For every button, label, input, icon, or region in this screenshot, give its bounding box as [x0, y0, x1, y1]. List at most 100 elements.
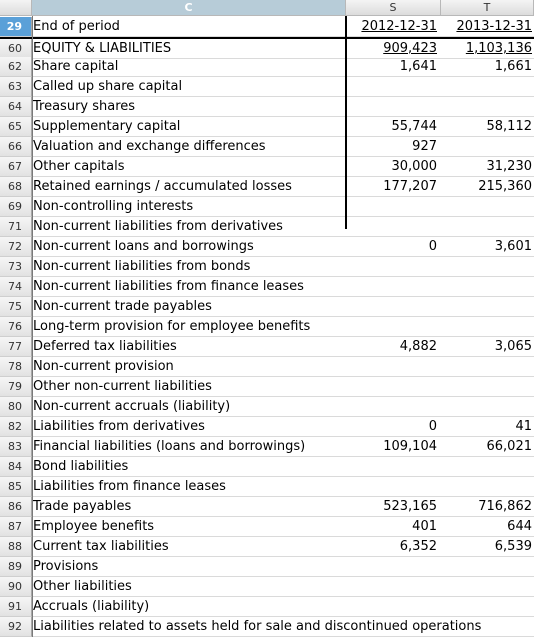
row-label-cell[interactable]: Non-controlling interests	[32, 197, 346, 217]
row-number[interactable]: 80	[0, 397, 32, 417]
cell-2012[interactable]	[346, 357, 441, 377]
cell-2012[interactable]: 177,207	[346, 177, 441, 197]
cell-2012[interactable]: 2012-12-31	[346, 17, 441, 37]
row-number[interactable]: 90	[0, 577, 32, 597]
cell-2013[interactable]	[441, 77, 534, 97]
cell-2012[interactable]	[346, 557, 441, 577]
cell-2012[interactable]: 0	[346, 237, 441, 257]
row-number[interactable]: 77	[0, 337, 32, 357]
cell-2012[interactable]	[346, 617, 441, 637]
row-label-cell[interactable]: Valuation and exchange differences	[32, 137, 346, 157]
cell-2012[interactable]	[346, 77, 441, 97]
cell-2013[interactable]: 66,021	[441, 437, 534, 457]
row-number[interactable]: 86	[0, 497, 32, 517]
row-label-cell[interactable]: Retained earnings / accumulated losses	[32, 177, 346, 197]
column-header-t[interactable]: T	[441, 0, 534, 16]
cell-2013[interactable]	[441, 97, 534, 117]
cell-2012[interactable]	[346, 597, 441, 617]
row-label-cell[interactable]: Provisions	[32, 557, 346, 577]
cell-2013[interactable]	[441, 217, 534, 237]
row-label-cell[interactable]: Liabilities from derivatives	[32, 417, 346, 437]
row-label-cell[interactable]: Employee benefits	[32, 517, 346, 537]
cell-2013[interactable]	[441, 577, 534, 597]
row-label-cell[interactable]: Liabilities from finance leases	[32, 477, 346, 497]
cell-2013[interactable]: 41	[441, 417, 534, 437]
cell-2013[interactable]	[441, 397, 534, 417]
row-number[interactable]: 92	[0, 617, 32, 637]
row-label-cell[interactable]: Non-current accruals (liability)	[32, 397, 346, 417]
cell-2012[interactable]	[346, 397, 441, 417]
row-number[interactable]: 73	[0, 257, 32, 277]
row-number[interactable]: 91	[0, 597, 32, 617]
cell-2012[interactable]: 927	[346, 137, 441, 157]
cell-2013[interactable]	[441, 357, 534, 377]
cell-2013[interactable]: 716,862	[441, 497, 534, 517]
row-number[interactable]: 78	[0, 357, 32, 377]
cell-2012[interactable]: 523,165	[346, 497, 441, 517]
row-number[interactable]: 67	[0, 157, 32, 177]
cell-2012[interactable]: 1,641	[346, 57, 441, 77]
cell-2012[interactable]	[346, 477, 441, 497]
row-number[interactable]: 83	[0, 437, 32, 457]
cell-2012[interactable]	[346, 217, 441, 237]
cell-2013[interactable]: 1,103,136	[441, 39, 534, 59]
cell-2013[interactable]	[441, 477, 534, 497]
cell-2013[interactable]	[441, 297, 534, 317]
row-number[interactable]: 66	[0, 137, 32, 157]
row-number[interactable]: 63	[0, 77, 32, 97]
row-number[interactable]: 68	[0, 177, 32, 197]
cell-2013[interactable]: 644	[441, 517, 534, 537]
row-label-cell[interactable]: Trade payables	[32, 497, 346, 517]
row-label-cell[interactable]: Non-current liabilities from finance lea…	[32, 277, 346, 297]
row-label-cell[interactable]: Share capital	[32, 57, 346, 77]
cell-2012[interactable]	[346, 317, 441, 337]
cell-2012[interactable]	[346, 257, 441, 277]
cell-2013[interactable]	[441, 137, 534, 157]
row-label-cell[interactable]: Financial liabilities (loans and borrowi…	[32, 437, 346, 457]
column-header-c[interactable]: C	[32, 0, 346, 16]
cell-2013[interactable]: 31,230	[441, 157, 534, 177]
row-number[interactable]: 71	[0, 217, 32, 237]
cell-2012[interactable]	[346, 297, 441, 317]
row-number[interactable]: 29	[0, 17, 32, 37]
row-label-cell[interactable]: Non-current trade payables	[32, 297, 346, 317]
row-label-cell[interactable]: Other capitals	[32, 157, 346, 177]
row-number[interactable]: 88	[0, 537, 32, 557]
cell-2012[interactable]	[346, 277, 441, 297]
row-label-cell[interactable]: Non-current liabilities from bonds	[32, 257, 346, 277]
row-number[interactable]: 65	[0, 117, 32, 137]
cell-2013[interactable]: 215,360	[441, 177, 534, 197]
cell-2012[interactable]	[346, 577, 441, 597]
row-number[interactable]: 87	[0, 517, 32, 537]
row-label-cell[interactable]: Non-current loans and borrowings	[32, 237, 346, 257]
row-number[interactable]: 64	[0, 97, 32, 117]
cell-2012[interactable]: 30,000	[346, 157, 441, 177]
row-label-cell[interactable]: Liabilities related to assets held for s…	[32, 617, 481, 637]
cell-2012[interactable]	[346, 197, 441, 217]
cell-2013[interactable]	[441, 597, 534, 617]
row-number[interactable]: 85	[0, 477, 32, 497]
cell-2012[interactable]: 4,882	[346, 337, 441, 357]
cell-2012[interactable]: 401	[346, 517, 441, 537]
row-number[interactable]: 89	[0, 557, 32, 577]
row-label-cell[interactable]: End of period	[32, 17, 346, 37]
cell-2013[interactable]	[441, 557, 534, 577]
cell-2013[interactable]	[441, 377, 534, 397]
cell-2012[interactable]	[346, 457, 441, 477]
cell-2013[interactable]: 1,661	[441, 57, 534, 77]
cell-2012[interactable]: 909,423	[346, 39, 441, 59]
row-label-cell[interactable]: EQUITY & LIABILITIES	[32, 39, 346, 59]
row-label-cell[interactable]: Non-current provision	[32, 357, 346, 377]
row-label-cell[interactable]: Bond liabilities	[32, 457, 346, 477]
cell-2013[interactable]	[441, 197, 534, 217]
row-label-cell[interactable]: Non-current liabilities from derivatives	[32, 217, 346, 237]
row-number[interactable]: 74	[0, 277, 32, 297]
cell-2013[interactable]: 3,601	[441, 237, 534, 257]
column-header-s[interactable]: S	[346, 0, 441, 16]
row-label-cell[interactable]: Other non-current liabilities	[32, 377, 346, 397]
row-number[interactable]: 79	[0, 377, 32, 397]
row-number[interactable]: 84	[0, 457, 32, 477]
row-label-cell[interactable]: Long-term provision for employee benefit…	[32, 317, 346, 337]
row-number[interactable]: 60	[0, 39, 32, 59]
row-label-cell[interactable]: Accruals (liability)	[32, 597, 346, 617]
